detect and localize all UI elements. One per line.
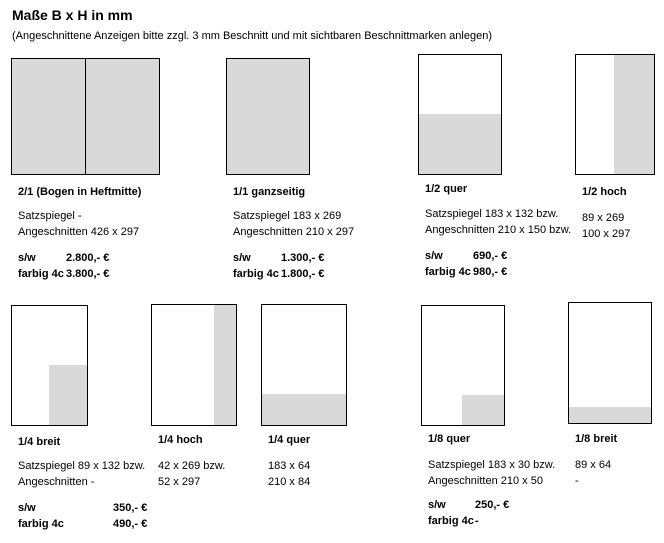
ad-preview-2-1: [11, 58, 160, 175]
ad-preview-1-4-quer: [261, 304, 347, 426]
ad-label-1-4-breit: 1/4 breit: [18, 436, 61, 448]
ad-spec-1-2-hoch-line2: 100 x 297: [582, 228, 631, 240]
sw-label-2-1: s/w: [18, 252, 36, 264]
ad-spec-2-1-line1: Satzspiegel -: [18, 210, 82, 222]
ad-preview-1-8-breit: [568, 302, 652, 424]
ad-spec-1-8-breit-line1: 89 x 64: [575, 459, 612, 471]
sw-price-1-8-quer: 250,- €: [475, 499, 510, 511]
ad-preview-1-2-quer: [418, 54, 502, 175]
sw-label-1-2-quer: s/w: [425, 250, 443, 262]
ad-area-fill: [569, 407, 651, 423]
ad-spec-1-1-line1: Satzspiegel 183 x 269: [233, 210, 342, 222]
color-price-1-2-quer: 980,- €: [473, 266, 508, 278]
ad-label-2-1: 2/1 (Bogen in Heftmitte): [18, 186, 142, 198]
ad-area-fill: [214, 305, 236, 425]
page-title: Maße B x H in mm: [12, 7, 133, 23]
ad-preview-1-4-breit: [11, 305, 88, 426]
sw-price-1-1: 1.300,- €: [281, 252, 325, 264]
ad-area-fill: [614, 55, 654, 174]
ad-label-1-4-hoch: 1/4 hoch: [158, 434, 203, 446]
ad-spec-2-1-line2: Angeschnitten 426 x 297: [18, 226, 140, 238]
sw-label-1-1: s/w: [233, 252, 251, 264]
ad-spec-1-8-quer-line2: Angeschnitten 210 x 50: [428, 475, 543, 487]
ad-spec-1-2-quer-line2: Angeschnitten 210 x 150 bzw.: [425, 224, 572, 236]
color-price-1-8-quer: -: [475, 515, 479, 527]
ad-preview-1-8-quer: [421, 305, 505, 426]
ad-area-fill: [49, 365, 87, 425]
ad-preview-1-1: [226, 58, 310, 175]
page-subtitle: (Angeschnittene Anzeigen bitte zzgl. 3 m…: [12, 30, 492, 42]
ad-label-1-8-quer: 1/8 quer: [428, 433, 471, 445]
color-label-2-1: farbig 4c: [18, 268, 64, 280]
sw-price-2-1: 2.800,- €: [66, 252, 110, 264]
ad-spec-1-1-line2: Angeschnitten 210 x 297: [233, 226, 355, 238]
spread-divider: [85, 59, 86, 174]
ad-area-fill: [419, 114, 501, 174]
ad-spec-1-4-breit-line2: Angeschnitten -: [18, 476, 95, 488]
color-label-1-4-breit: farbig 4c: [18, 518, 64, 530]
color-label-1-1: farbig 4c: [233, 268, 279, 280]
ad-spec-1-8-breit-line2: -: [575, 475, 579, 487]
ad-spec-1-4-quer-line2: 210 x 84: [268, 476, 311, 488]
ad-spec-1-8-quer-line1: Satzspiegel 183 x 30 bzw.: [428, 459, 556, 471]
ad-spec-1-4-quer-line1: 183 x 64: [268, 460, 311, 472]
ad-area-fill: [262, 394, 346, 425]
ad-spec-1-2-hoch-line1: 89 x 269: [582, 212, 625, 224]
ad-spec-1-2-quer-line1: Satzspiegel 183 x 132 bzw.: [425, 208, 559, 220]
ad-label-1-4-quer: 1/4 quer: [268, 434, 311, 446]
ad-label-1-2-quer: 1/2 quer: [425, 183, 468, 195]
ad-area-fill: [462, 395, 504, 425]
ad-preview-1-2-hoch: [575, 54, 655, 175]
color-price-1-1: 1.800,- €: [281, 268, 325, 280]
sw-label-1-4-breit: s/w: [18, 502, 36, 514]
sw-price-1-2-quer: 690,- €: [473, 250, 508, 262]
color-label-1-8-quer: farbig 4c: [428, 515, 474, 527]
ad-spec-1-4-hoch-line1: 42 x 269 bzw.: [158, 460, 226, 472]
ad-label-1-8-breit: 1/8 breit: [575, 433, 618, 445]
ad-preview-1-4-hoch: [151, 304, 237, 426]
color-price-2-1: 3.800,- €: [66, 268, 110, 280]
ad-label-1-1: 1/1 ganzseitig: [233, 186, 306, 198]
sw-price-1-4-breit: 350,- €: [113, 502, 148, 514]
color-price-1-4-breit: 490,- €: [113, 518, 148, 530]
color-label-1-2-quer: farbig 4c: [425, 266, 471, 278]
sw-label-1-8-quer: s/w: [428, 499, 446, 511]
ad-spec-1-4-hoch-line2: 52 x 297: [158, 476, 201, 488]
ad-spec-1-4-breit-line1: Satzspiegel 89 x 132 bzw.: [18, 460, 146, 472]
ad-label-1-2-hoch: 1/2 hoch: [582, 186, 627, 198]
